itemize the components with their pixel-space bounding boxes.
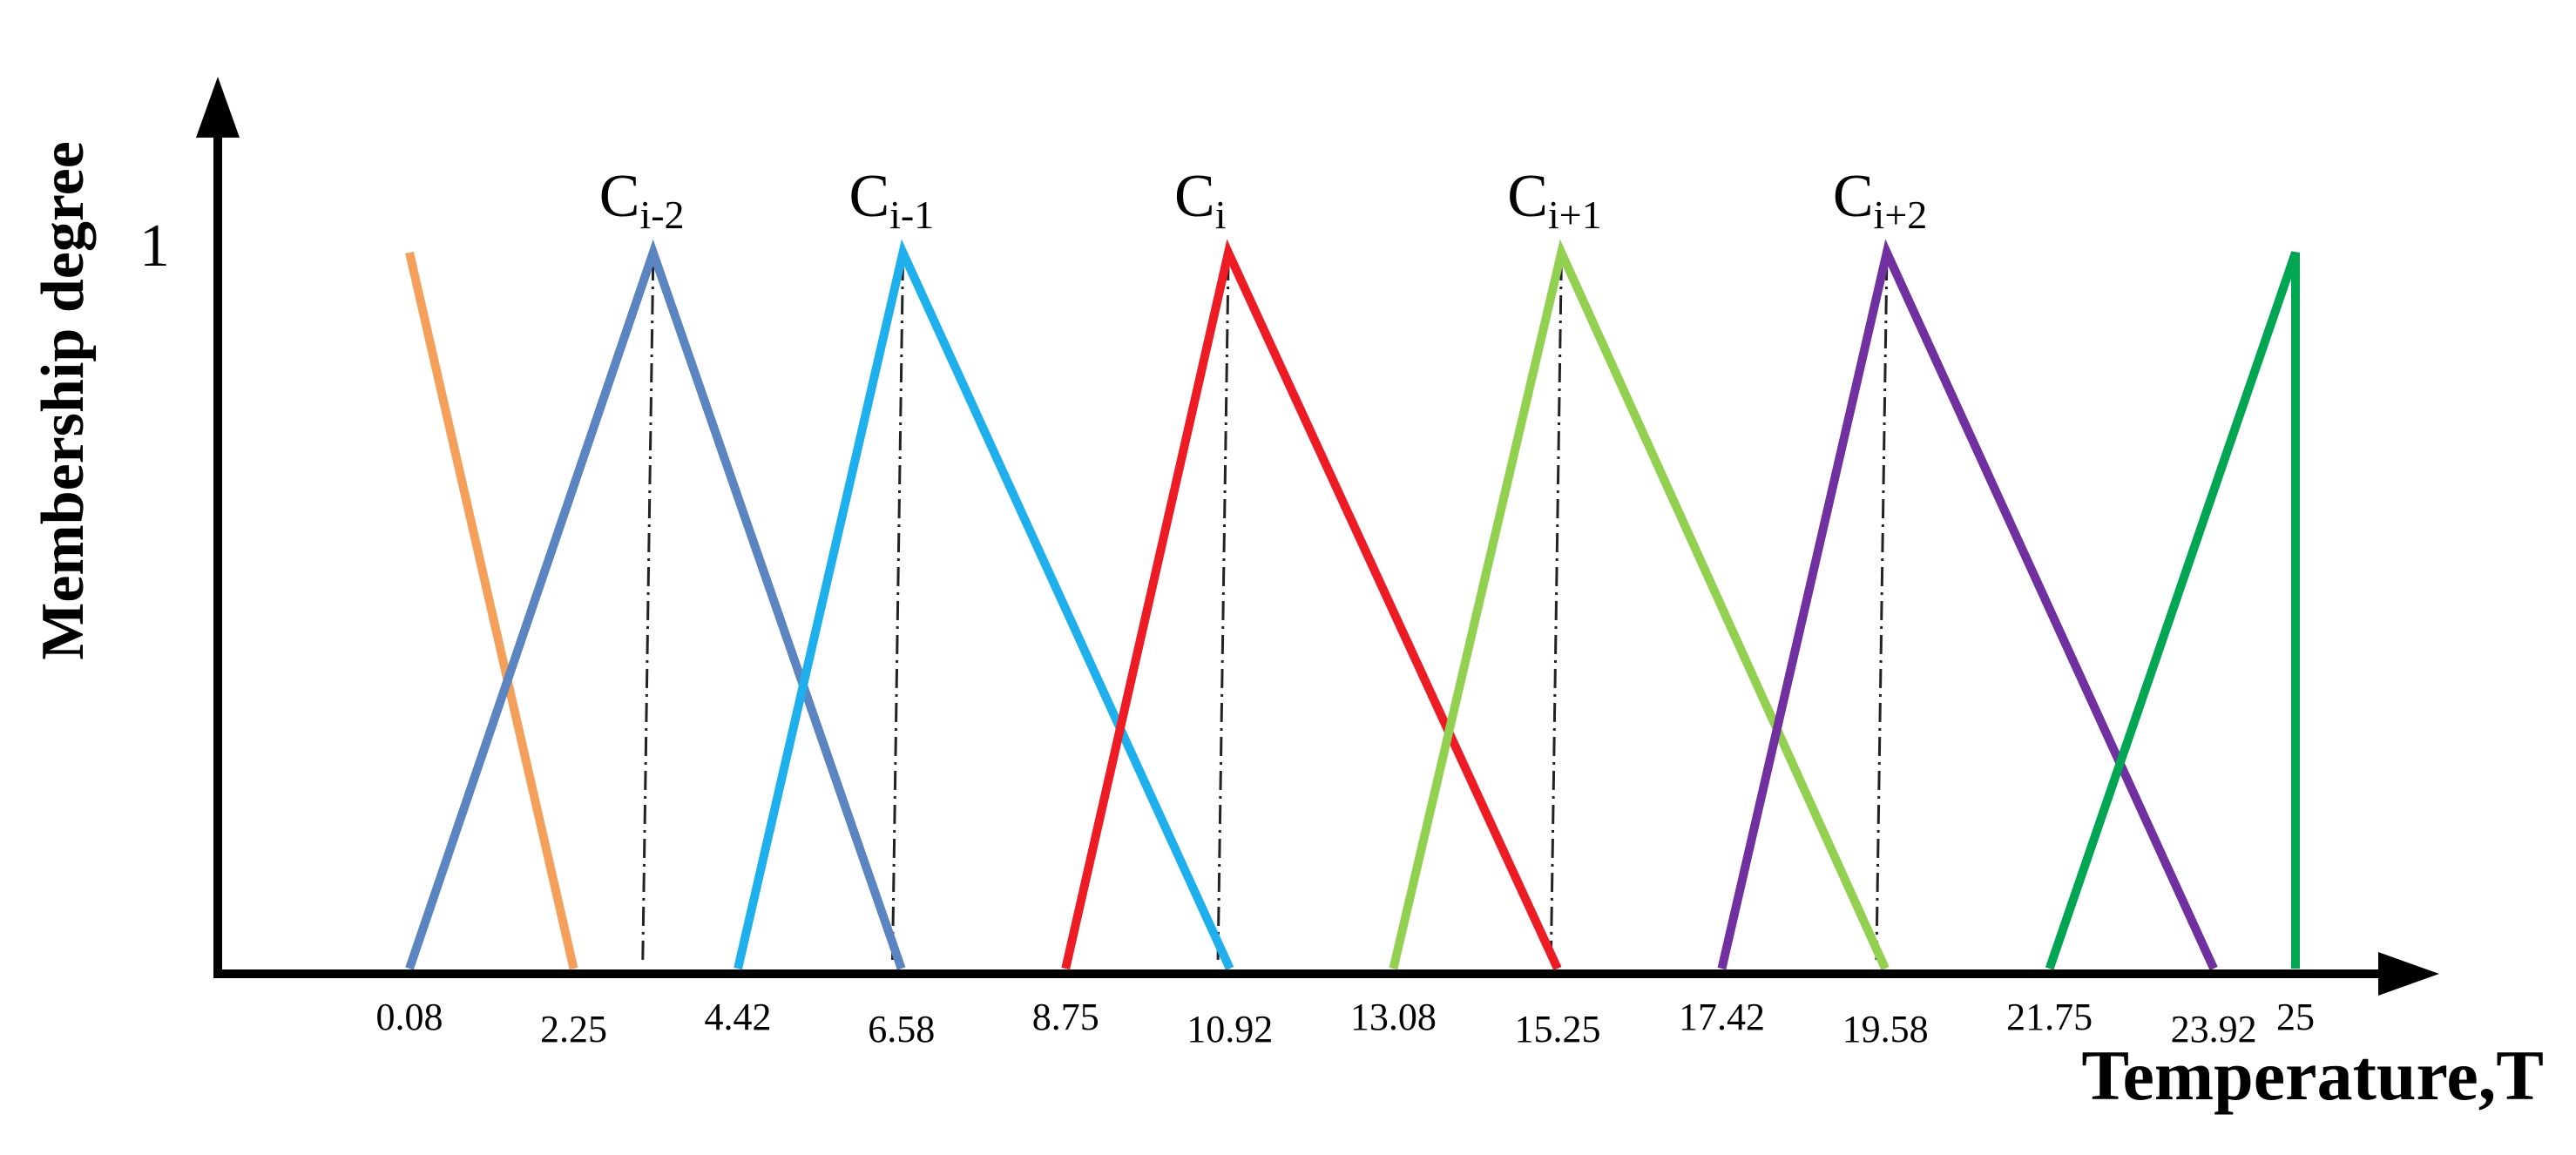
y-tick-label: 1 [139,213,170,280]
x-axis-arrow-icon [2378,952,2439,996]
x-axis-title: Temperature,T [2081,1036,2544,1115]
peak-guide-4 [1875,260,1889,964]
peak-label-2: Ci [1174,163,1226,237]
x-tick-label-3: 6.58 [868,1008,935,1050]
x-tick-label-12: 25 [2276,996,2315,1038]
x-tick-label-11: 23.92 [2171,1008,2257,1050]
x-tick-label-10: 21.75 [2006,996,2093,1038]
series-line-0 [405,251,578,970]
x-tick-labels: 0.08 2.25 4.42 6.58 8.75 10.92 13.08 15.25 17.42… [376,996,2316,1050]
peak-label-4: Ci+2 [1833,163,1927,237]
x-tick-label-1: 2.25 [540,1008,607,1050]
series-line-2 [734,239,1234,971]
series-line-3 [1061,239,1562,971]
x-tick-label-5: 10.92 [1187,1008,1273,1050]
x-tick-label-4: 8.75 [1032,996,1099,1038]
membership-series [405,239,2300,971]
series-line-4 [1389,239,1890,971]
peak-guide-0 [641,260,655,964]
peak-guide-3 [1549,260,1563,964]
peak-label-0: Ci-2 [599,163,685,237]
peak-label-3: Ci+1 [1507,163,1601,237]
x-tick-label-6: 13.08 [1350,996,1437,1038]
x-tick-label-9: 19.58 [1842,1008,1929,1050]
peak-labels: Ci-2 Ci-1 Ci Ci+1 Ci+2 [599,163,1928,237]
x-tick-label-8: 17.42 [1679,996,1765,1038]
series-line-1 [405,239,906,970]
x-tick-label-0: 0.08 [376,996,443,1038]
axes [196,77,2439,996]
y-axis-title: Membership degree [30,141,97,660]
y-axis-arrow-icon [196,77,240,138]
peak-guide-2 [1216,260,1230,964]
series-line-5 [1717,239,2218,971]
peak-guide-1 [890,260,904,964]
series-line-6 [2045,251,2300,970]
x-tick-label-7: 15.25 [1514,1008,1600,1050]
peak-guide-lines [641,260,1889,964]
x-tick-label-2: 4.42 [705,996,772,1038]
peak-label-1: Ci-1 [849,163,934,237]
